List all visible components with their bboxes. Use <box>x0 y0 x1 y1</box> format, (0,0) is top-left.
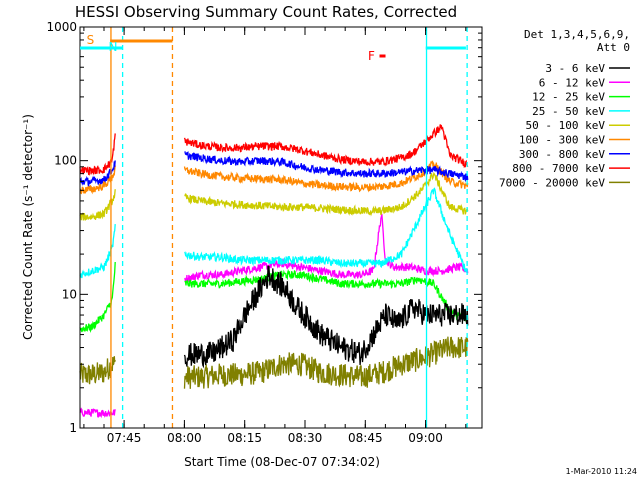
series-line <box>183 336 469 389</box>
flag-label: S <box>87 33 95 47</box>
series-line <box>184 213 469 283</box>
y-tick-label: 1 <box>69 421 77 435</box>
series-line <box>79 407 116 419</box>
series-line <box>184 269 469 322</box>
series-line <box>183 124 469 168</box>
series-line <box>79 356 116 385</box>
series-line <box>79 189 116 221</box>
chart-title: HESSI Observing Summary Count Rates, Cor… <box>75 3 457 21</box>
annotations: S N F <box>80 33 466 63</box>
legend-label: 300 - 800 keV <box>519 148 605 161</box>
flag-label: N <box>108 40 117 54</box>
x-tick-label: 09:00 <box>408 431 443 445</box>
x-tick-label: 08:45 <box>348 431 383 445</box>
series-line <box>184 150 469 183</box>
series-line <box>183 265 469 369</box>
legend-label: 6 - 12 keV <box>539 76 606 89</box>
series-line <box>79 261 116 333</box>
x-axis: 07:45 08:00 08:15 08:30 08:45 09:00 <box>83 27 467 445</box>
legend-label: 3 - 6 keV <box>545 62 605 75</box>
plot-frame <box>79 26 483 429</box>
series-line <box>79 165 116 195</box>
series-line <box>183 160 469 193</box>
legend-header-line1: Det 1,3,4,5,6,9, <box>524 28 630 41</box>
y-tick-label: 1000 <box>46 20 77 34</box>
y-tick-label: 100 <box>54 154 77 168</box>
legend-label: 800 - 7000 keV <box>512 162 605 175</box>
series-line <box>184 171 469 217</box>
series-line <box>79 160 116 187</box>
series-line <box>184 187 469 273</box>
y-axis: 1 10 100 1000 <box>46 20 482 435</box>
x-tick-label: 08:30 <box>288 431 323 445</box>
y-tick-label: 10 <box>62 287 77 301</box>
legend-header-line2: Att 0 <box>597 41 630 54</box>
legend-label: 25 - 50 keV <box>532 105 605 118</box>
footer-timestamp: 1-Mar-2010 11:24 <box>566 467 637 476</box>
y-axis-label: Corrected Count Rate (s⁻¹ detector⁻¹) <box>21 114 35 340</box>
legend-label: 7000 - 20000 keV <box>499 176 605 189</box>
series-line <box>79 133 116 176</box>
x-axis-label: Start Time (08-Dec-07 07:34:02) <box>184 455 380 469</box>
legend-label: 50 - 100 keV <box>526 119 606 132</box>
legend-label: 12 - 25 keV <box>532 91 605 104</box>
x-tick-label: 07:45 <box>107 431 142 445</box>
legend-label: 100 - 300 keV <box>519 134 605 147</box>
x-tick-label: 08:15 <box>227 431 262 445</box>
series-line <box>79 224 116 279</box>
x-tick-label: 08:00 <box>167 431 202 445</box>
data-layer <box>79 27 469 428</box>
flag-label: F <box>368 49 375 63</box>
